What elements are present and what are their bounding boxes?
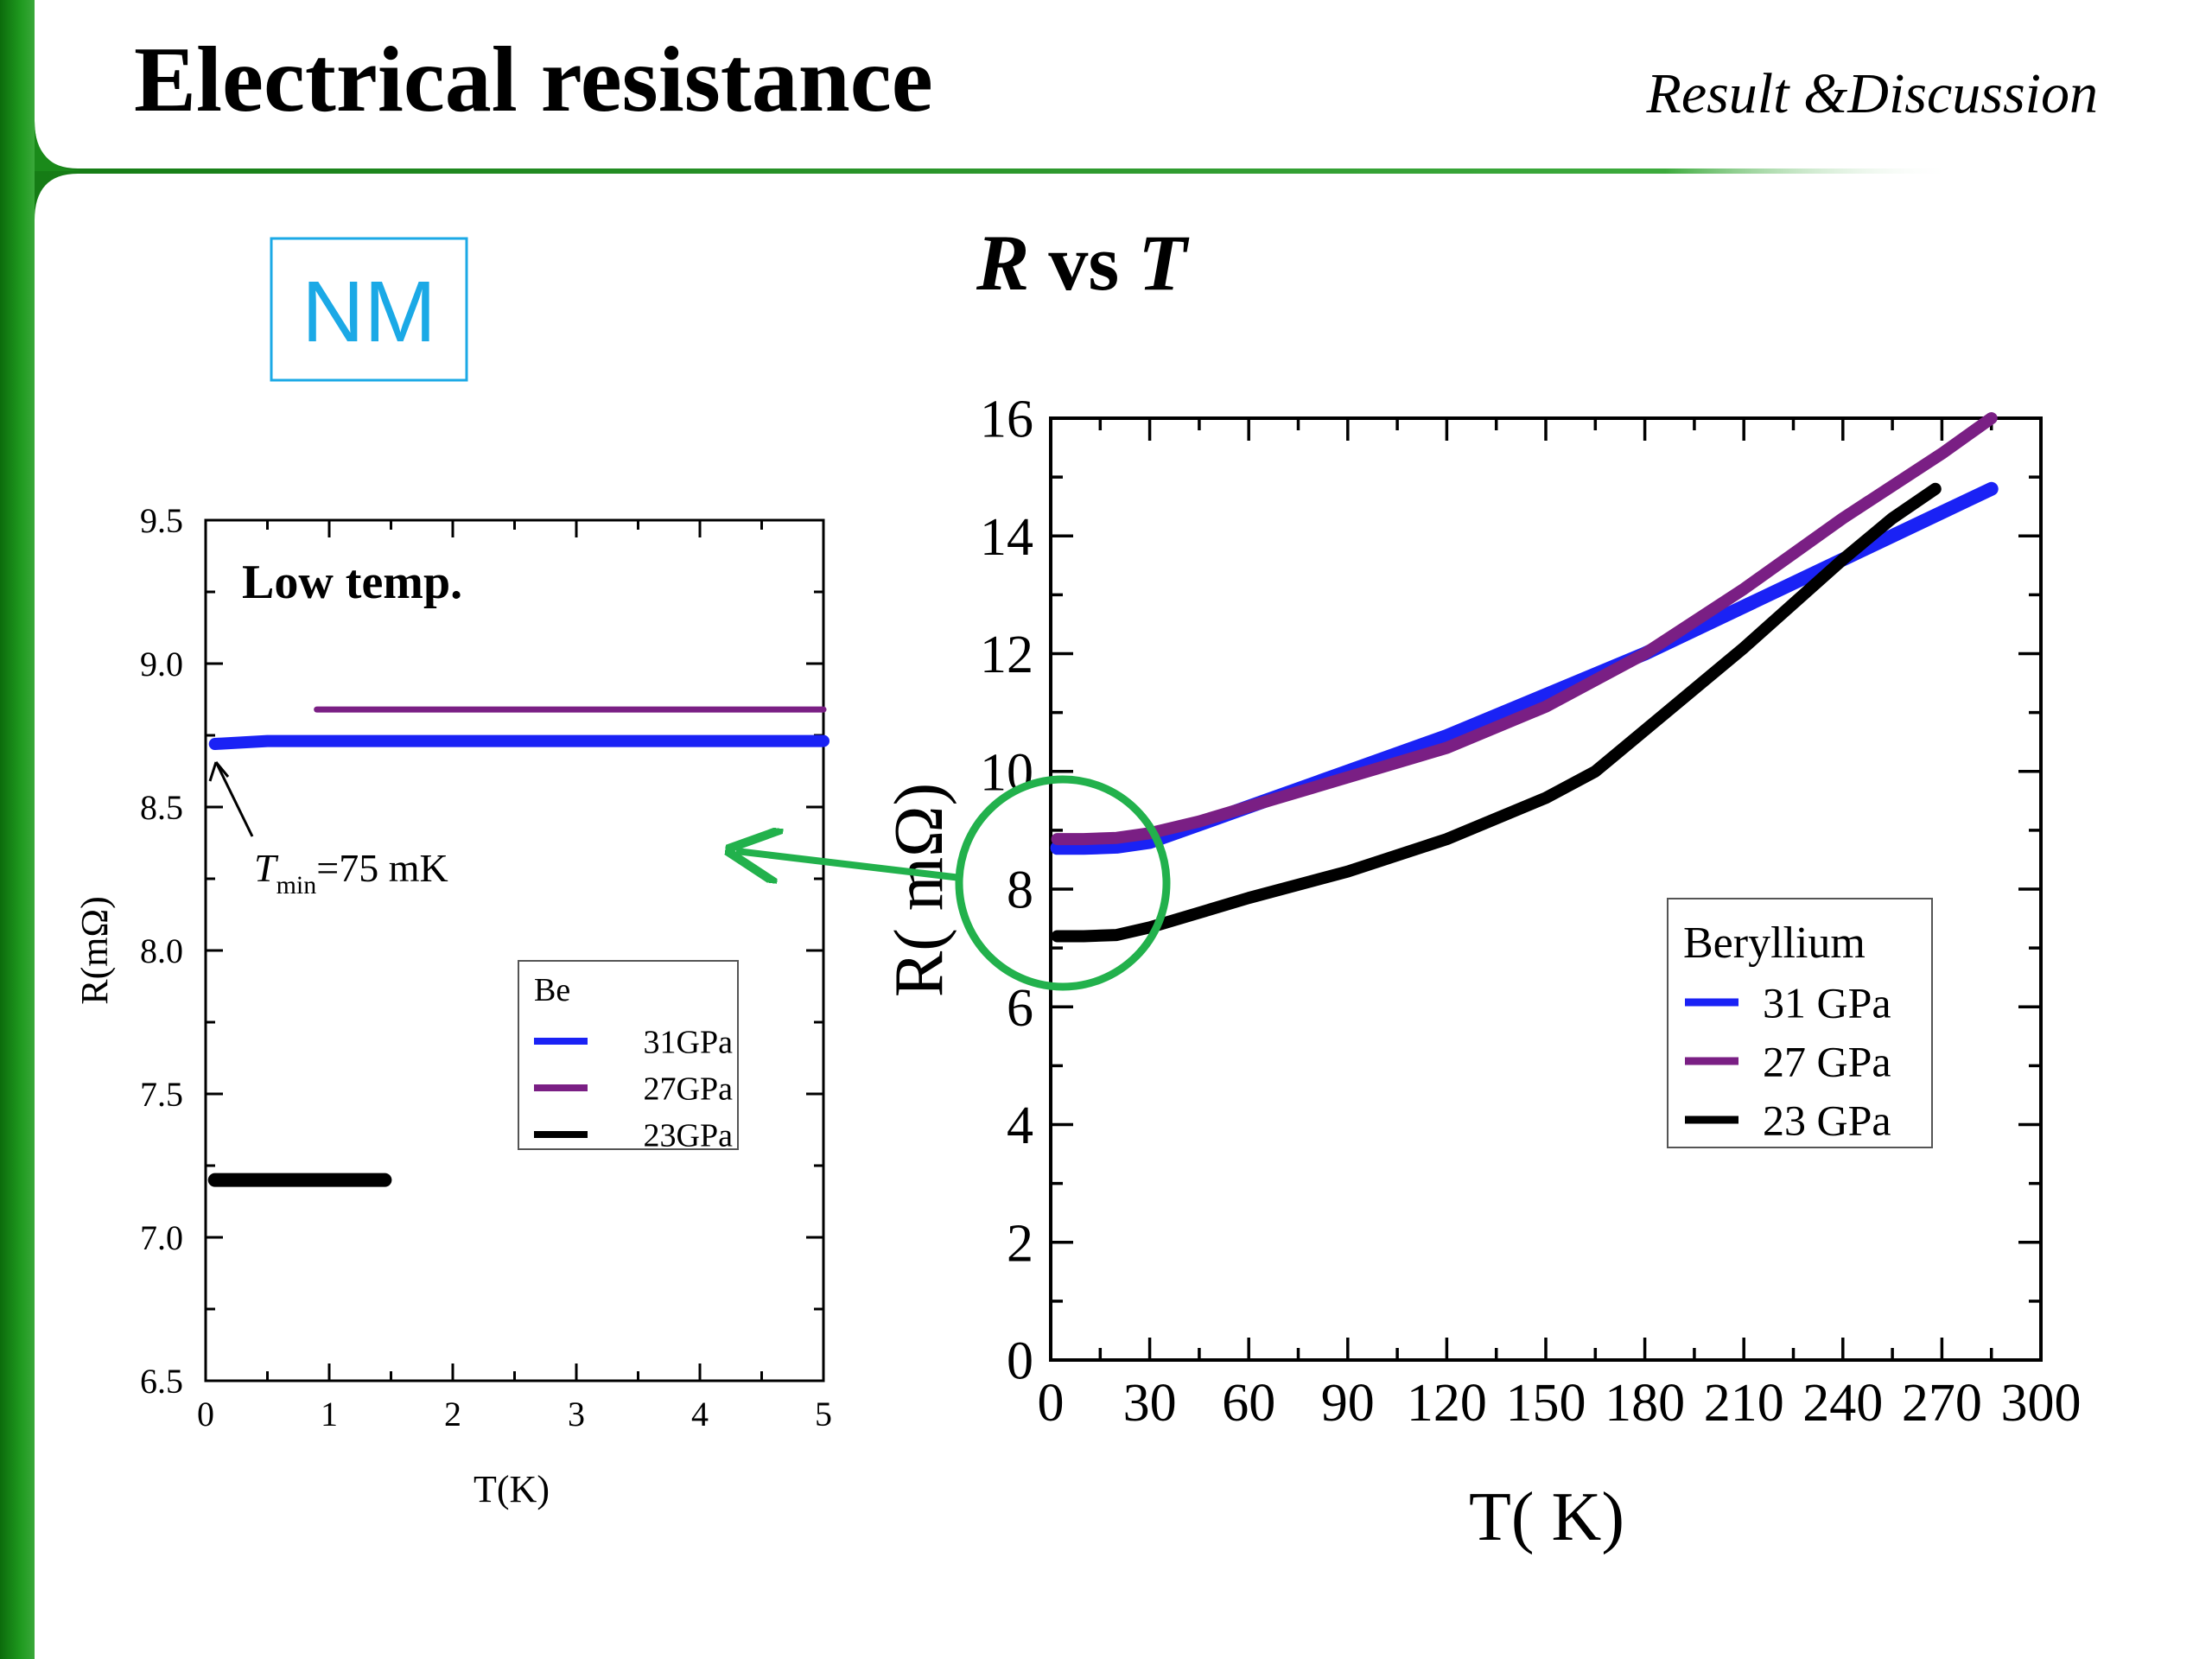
inset-x-tick-label: 3	[568, 1395, 585, 1433]
inset-legend-label: 31GPa	[644, 1024, 734, 1060]
inset-series	[207, 706, 830, 1187]
highlight-arrow	[736, 851, 962, 878]
main-axes	[1049, 416, 2043, 1362]
main-series-27gpa	[1051, 412, 1998, 846]
main-legend-title: Beryllium	[1683, 918, 1866, 968]
inset-plot-frame	[204, 518, 825, 1382]
tmin-label: Tmin=75 mK	[254, 846, 448, 899]
main-y-tick-label: 8	[1007, 861, 1033, 920]
inset-x-tick-label: 1	[321, 1395, 338, 1433]
inset-y-tick-label: 6.5	[140, 1362, 183, 1401]
inset-chart: 0 1 2 3 4 5 6.5 7.0 7.5 8.0 8.5 9.0 9.5 Low temp. T(…	[73, 501, 832, 1510]
main-y-tick-label: 6	[1007, 979, 1033, 1038]
inset-series-31gpa	[208, 734, 830, 750]
main-x-tick-label: 90	[1321, 1374, 1375, 1433]
main-y-tick-label: 4	[1007, 1096, 1033, 1155]
inset-y-tick-label: 9.5	[140, 501, 183, 540]
inset-y-tick-label: 8.5	[140, 788, 183, 827]
main-x-tick-label: 270	[1902, 1374, 1982, 1433]
main-chart: 0 30 60 90 120 150 180 210 240 270 300024681012141…	[881, 391, 2082, 1555]
inset-x-tick-label: 4	[691, 1395, 709, 1433]
main-x-tick-label: 0	[1038, 1374, 1065, 1433]
highlight-circle	[955, 775, 1171, 991]
tmin-arrowhead	[208, 761, 230, 782]
main-y-tick-label: 12	[980, 626, 1033, 684]
inset-y-label: R(mΩ)	[73, 896, 116, 1005]
heading-t: T	[1138, 219, 1190, 307]
main-legend-label: 23 GPa	[1763, 1096, 1891, 1145]
inset-axes	[204, 518, 825, 1382]
main-x-tick-label: 60	[1222, 1374, 1275, 1433]
inset-x-tick-label: 2	[444, 1395, 461, 1433]
inset-legend: Be 31GPa 27GPa 23GPa	[518, 960, 739, 1154]
main-x-tick-label: 300	[2001, 1374, 2082, 1433]
inset-y-tick-label: 9.0	[140, 645, 183, 683]
inset-legend-label: 23GPa	[644, 1117, 734, 1154]
inset-y-tick-label: 8.0	[140, 931, 183, 970]
main-plot-frame	[1049, 416, 2043, 1362]
main-y-label: R( mΩ)	[881, 783, 957, 997]
slide-decoration	[0, 0, 1953, 1659]
inset-x-tick-label: 0	[197, 1395, 214, 1433]
main-y-tick-label: 0	[1007, 1332, 1033, 1391]
main-x-tick-label: 30	[1123, 1374, 1177, 1433]
main-series-23gpa	[1051, 482, 1942, 943]
inset-y-tick-label: 7.0	[140, 1218, 183, 1257]
inset-tick-labels: 0 1 2 3 4 5 6.5 7.0 7.5 8.0 8.5 9.0 9.5	[140, 501, 832, 1433]
nm-tag-label: NM	[302, 264, 436, 360]
main-y-tick-label: 2	[1007, 1214, 1033, 1273]
section-label: Result &Discussion	[1646, 62, 2099, 125]
inset-legend-label: 27GPa	[644, 1071, 734, 1107]
heading-vs: vs	[1048, 219, 1119, 307]
main-x-label: T( K)	[1469, 1479, 1624, 1555]
main-series-31gpa	[1050, 481, 1999, 855]
main-legend: Beryllium 31 GPa 27 GPa 23 GPa	[1667, 898, 1933, 1148]
tmin-annotation: Tmin=75 mK	[208, 761, 448, 899]
main-x-tick-label: 210	[1704, 1374, 1784, 1433]
inset-y-tick-label: 7.5	[140, 1075, 183, 1114]
heading-r: R	[976, 219, 1029, 307]
inset-legend-title: Be	[534, 972, 570, 1008]
inset-title: Low temp.	[242, 556, 462, 609]
main-y-tick-label: 14	[980, 508, 1033, 567]
inset-x-tick-label: 5	[815, 1395, 832, 1433]
main-y-tick-label: 16	[980, 391, 1033, 449]
nm-tag: NM	[270, 237, 468, 382]
main-tick-labels: 0 30 60 90 120 150 180 210 240 270 300024681012141…	[980, 391, 2082, 1433]
main-series	[1050, 412, 1999, 943]
main-x-tick-label: 240	[1802, 1374, 1883, 1433]
main-x-tick-label: 150	[1506, 1374, 1586, 1433]
inset-x-label: T(K)	[474, 1468, 550, 1510]
main-x-tick-label: 180	[1605, 1374, 1685, 1433]
slide-title: Electrical resistance	[134, 29, 933, 131]
main-x-tick-label: 120	[1407, 1374, 1487, 1433]
tmin-arrow	[214, 761, 254, 837]
main-legend-label: 27 GPa	[1763, 1038, 1891, 1086]
main-legend-label: 31 GPa	[1763, 979, 1891, 1027]
